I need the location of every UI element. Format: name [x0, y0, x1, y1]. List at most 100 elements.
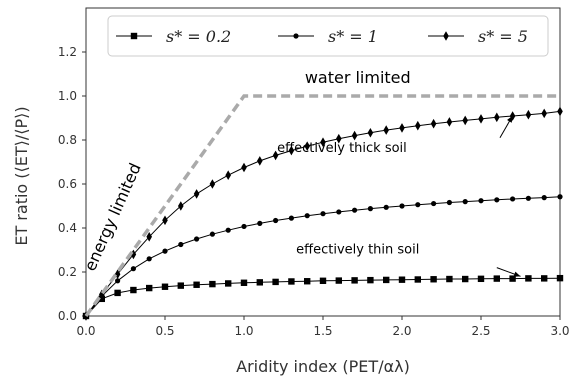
legend-marker: [443, 31, 449, 41]
data-point: [304, 141, 310, 151]
data-point: [115, 278, 121, 284]
y-tick-label: 0.6: [58, 177, 77, 191]
data-point: [415, 202, 421, 208]
x-tick-label: 0.0: [76, 324, 95, 338]
data-point: [367, 206, 373, 212]
data-point: [225, 227, 231, 233]
data-point: [462, 199, 468, 205]
annotations: water limited energy limited effectively t…: [80, 68, 521, 277]
data-point: [399, 123, 405, 133]
data-point: [525, 195, 532, 201]
data-point: [494, 197, 500, 203]
data-point: [367, 276, 374, 284]
data-point: [335, 277, 342, 284]
legend: s* = 0.2 s* = 1 s* = 5: [107, 15, 549, 57]
data-point: [304, 278, 311, 285]
data-point: [477, 275, 485, 283]
y-tick-label: 0.4: [58, 221, 77, 235]
y-tick-label: 0.8: [58, 133, 77, 147]
y-axis-label: ET ratio (⟨ET⟩/⟨P⟩): [12, 106, 31, 245]
x-tick-label: 3.0: [550, 324, 569, 338]
x-tick-label: 1.0: [234, 324, 253, 338]
data-point: [225, 280, 232, 287]
data-point: [383, 276, 390, 284]
data-point: [351, 130, 358, 141]
data-point: [383, 204, 389, 210]
x-tick-label: 2.5: [471, 324, 490, 338]
budyko-limit-line: [84, 94, 560, 318]
data-point: [209, 179, 216, 189]
data-point: [273, 217, 279, 224]
x-tick-label: 0.5: [155, 324, 174, 338]
data-point: [272, 150, 279, 161]
annotation-thick: effectively thick soil: [277, 141, 407, 156]
data-point: [367, 127, 374, 138]
data-point: [161, 283, 169, 290]
data-point: [557, 106, 563, 117]
data-point: [146, 232, 152, 242]
series-diamond: [83, 106, 563, 321]
data-point: [162, 248, 168, 254]
data-point: [525, 109, 532, 120]
legend-label: s* = 1: [328, 27, 378, 46]
data-point: [209, 280, 216, 288]
data-point: [351, 277, 358, 284]
data-point: [352, 207, 358, 213]
data-point: [130, 266, 136, 272]
legend-marker: [130, 32, 138, 40]
annotation-energy: energy limited: [80, 160, 145, 274]
data-point: [478, 114, 484, 124]
data-point: [336, 209, 342, 215]
data-point: [446, 199, 452, 206]
data-point: [241, 162, 247, 173]
data-point: [209, 231, 215, 237]
data-point: [288, 215, 294, 221]
data-point: [430, 118, 437, 129]
data-point: [336, 133, 342, 144]
annotation-water: water limited: [305, 68, 411, 87]
x-axis: 0.0 0.5 1.0 1.5 2.0 2.5 3.0: [76, 316, 570, 338]
y-tick-label: 1.0: [58, 89, 77, 103]
data-point: [162, 215, 168, 226]
data-point: [256, 279, 263, 286]
legend-label: s* = 5: [478, 27, 528, 46]
legend-marker: [293, 33, 299, 39]
data-point: [146, 284, 153, 292]
data-point: [288, 278, 295, 285]
data-point: [257, 220, 263, 226]
data-point: [225, 170, 231, 180]
data-point: [398, 276, 406, 283]
series-circle: [83, 194, 563, 319]
data-point: [257, 156, 263, 166]
y-axis: 0.0 0.2 0.4 0.6 0.8 1.0 1.2: [58, 45, 86, 323]
data-point: [178, 201, 184, 211]
data-point: [557, 194, 563, 200]
data-point: [178, 241, 184, 248]
data-point: [509, 196, 516, 202]
arrowhead: [507, 115, 513, 123]
data-point: [240, 279, 248, 286]
data-point: [193, 189, 200, 199]
data-point: [288, 145, 295, 156]
y-tick-label: 0.0: [58, 309, 77, 323]
data-point: [320, 211, 326, 217]
data-point: [478, 198, 484, 204]
x-axis-label: Aridity index (PET/αλ): [236, 357, 410, 376]
data-point: [431, 200, 437, 207]
data-point: [415, 120, 421, 131]
arrowhead: [513, 271, 521, 277]
series-budyko-limit: [84, 94, 560, 318]
data-point: [146, 256, 152, 262]
x-tick-label: 1.5: [313, 324, 332, 338]
y-tick-label: 1.2: [58, 45, 77, 59]
data-point: [541, 275, 548, 282]
data-point: [446, 117, 453, 127]
data-point: [130, 286, 137, 294]
data-point: [193, 281, 200, 288]
data-point: [494, 112, 500, 123]
data-point: [319, 277, 327, 284]
series-square: [82, 274, 564, 320]
data-point: [493, 275, 500, 282]
data-point: [462, 115, 468, 126]
